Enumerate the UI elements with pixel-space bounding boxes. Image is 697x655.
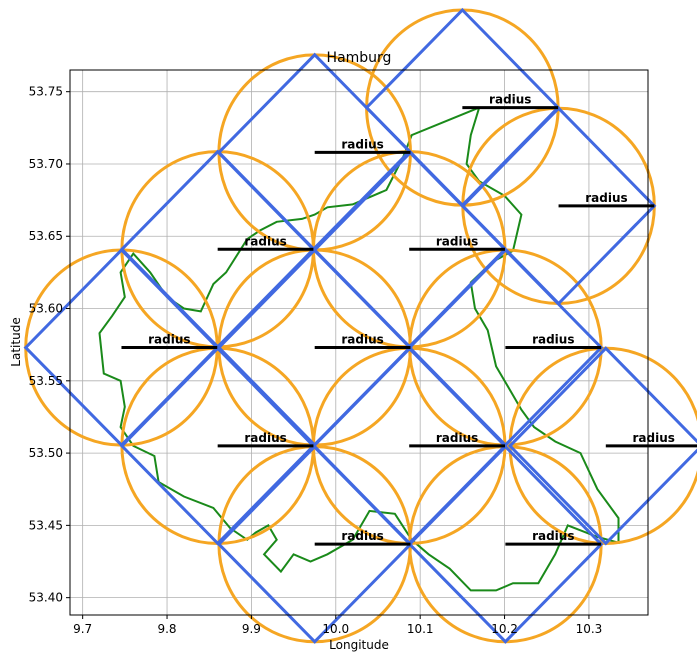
y-tick-label: 53.55 [29, 374, 63, 388]
boundary-line [98, 106, 620, 592]
plot-area [70, 70, 648, 615]
radius-markers: radius radius radius radius radius radius radi… [121, 93, 697, 546]
y-tick-label: 53.65 [29, 229, 63, 243]
y-axis-label: Latitude [9, 317, 23, 366]
radius-label: radius [532, 529, 574, 543]
radius-label: radius [489, 93, 531, 107]
y-tick-label: 53.45 [29, 518, 63, 532]
radius-label: radius [148, 333, 190, 347]
grid-lines [70, 70, 648, 615]
y-tick-label: 53.60 [29, 302, 63, 316]
y-tick-label: 53.70 [29, 157, 63, 171]
x-axis-label: Longitude [329, 638, 389, 652]
x-tick-label: 9.9 [242, 622, 261, 636]
y-tick-label: 53.75 [29, 85, 63, 99]
x-tick-label: 9.8 [157, 622, 176, 636]
radius-label: radius [585, 191, 627, 205]
x-tick-label: 9.7 [73, 622, 92, 636]
coverage-diamonds [23, 7, 697, 644]
city-boundary [98, 106, 620, 592]
radius-label: radius [244, 234, 286, 248]
coverage-diamond [507, 346, 697, 546]
coverage-diamond [407, 444, 604, 644]
radius-label: radius [436, 431, 478, 445]
y-tick-label: 53.40 [29, 591, 63, 605]
radius-label: radius [532, 333, 574, 347]
x-tick-label: 10.0 [322, 622, 349, 636]
x-tick-label: 10.3 [576, 622, 603, 636]
radius-label: radius [632, 431, 674, 445]
radius-label: radius [341, 333, 383, 347]
x-tick-label: 10.2 [491, 622, 518, 636]
radius-label: radius [436, 234, 478, 248]
y-tick-label: 53.50 [29, 446, 63, 460]
plot-frame [69, 69, 649, 616]
radius-label: radius [341, 137, 383, 151]
coverage-diamond [216, 444, 413, 644]
x-tick-label: 10.1 [407, 622, 434, 636]
axis-ticks: 9.7 9.8 9.9 10.0 10.1 10.2 10.3 53.40 53.45 53.50… [29, 85, 603, 636]
radius-label: radius [341, 529, 383, 543]
chart-title: Hamburg [327, 50, 392, 66]
radius-label: radius [244, 431, 286, 445]
